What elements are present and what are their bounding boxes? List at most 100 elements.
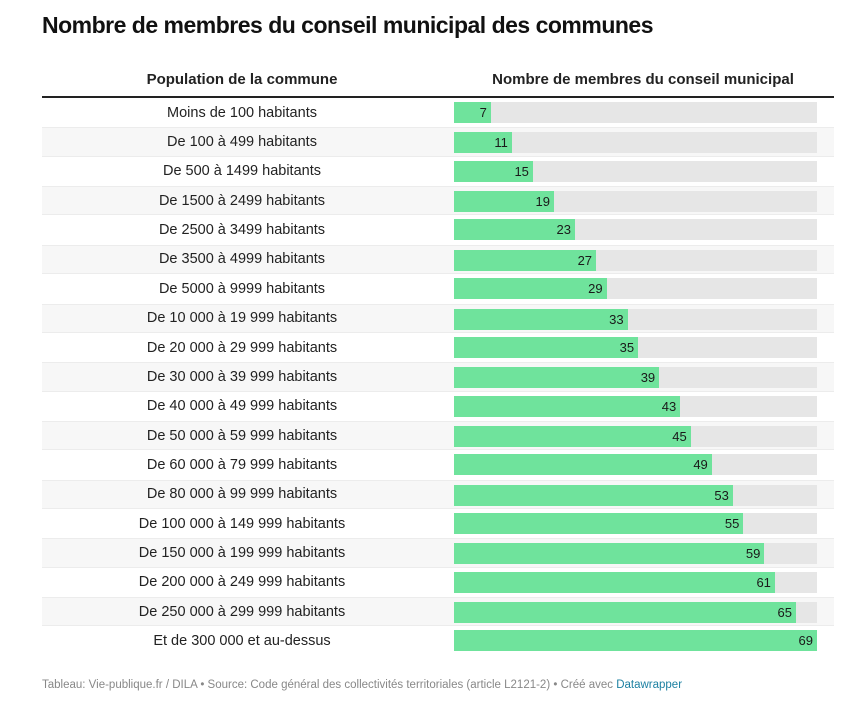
footer-credits: Tableau: Vie-publique.fr / DILA • Source…: [42, 679, 682, 691]
row-label: De 40 000 à 49 999 habitants: [146, 398, 338, 415]
bar-cell: 29: [442, 274, 834, 303]
bar-cell: 11: [442, 128, 834, 155]
bar-value-label: 65: [777, 605, 792, 621]
table-row: De 60 000 à 79 999 habitants 49: [42, 450, 834, 479]
row-label: De 80 000 à 99 999 habitants: [146, 486, 338, 503]
bar-value-label: 23: [556, 222, 571, 238]
bar: [454, 132, 512, 154]
bar-cell: 49: [442, 450, 834, 479]
bar-cell: 53: [442, 481, 834, 508]
bar: [454, 336, 639, 358]
bar: [454, 602, 796, 624]
row-label: De 20 000 à 29 999 habitants: [146, 339, 338, 356]
table-row: De 250 000 à 299 999 habitants 65: [42, 597, 834, 627]
bar-value-label: 53: [714, 487, 729, 503]
bar-cell: 55: [442, 509, 834, 538]
row-label: De 50 000 à 59 999 habitants: [146, 427, 338, 444]
table-row: Moins de 100 habitants 7: [42, 98, 834, 127]
bar: [454, 543, 765, 565]
row-label: Moins de 100 habitants: [167, 104, 317, 121]
row-label: De 250 000 à 299 999 habitants: [138, 603, 346, 620]
row-label: De 200 000 à 249 999 habitants: [138, 574, 346, 591]
bar-value-label: 69: [798, 633, 813, 649]
row-label: Et de 300 000 et au-dessus: [153, 633, 331, 650]
row-label: De 1500 à 2499 habitants: [158, 192, 326, 209]
table-row: De 500 à 1499 habitants 15: [42, 157, 834, 186]
bar-value-label: 49: [693, 457, 708, 473]
chart-title: Nombre de membres du conseil municipal d…: [42, 12, 654, 38]
bar-value-label: 61: [756, 574, 771, 590]
table-row: De 10 000 à 19 999 habitants 33: [42, 303, 834, 333]
row-label: De 5000 à 9999 habitants: [158, 280, 326, 297]
bar: [454, 454, 712, 476]
table-row: De 40 000 à 49 999 habitants 43: [42, 392, 834, 421]
row-label: De 10 000 à 19 999 habitants: [146, 310, 338, 327]
row-label: De 2500 à 3499 habitants: [158, 222, 326, 239]
column-header-members[interactable]: Nombre de membres du conseil municipal: [492, 70, 794, 88]
bar: [454, 219, 575, 241]
row-label: De 100 à 499 habitants: [167, 134, 317, 151]
table-row: De 30 000 à 39 999 habitants 39: [42, 362, 834, 392]
bar-cell: 61: [442, 568, 834, 597]
bar-cell: 69: [442, 626, 834, 655]
bar: [454, 249, 597, 271]
bar-cell: 45: [442, 422, 834, 449]
data-table: Population de la commune Nombre de membr…: [42, 62, 834, 656]
bar-value-label: 43: [661, 398, 677, 414]
bar-value-label: 33: [609, 311, 624, 327]
bar-value-label: 55: [724, 516, 740, 532]
table-row: De 3500 à 4999 habitants 27: [42, 244, 834, 275]
row-label: De 3500 à 4999 habitants: [158, 251, 326, 268]
bar-track: [454, 102, 817, 123]
table-row: De 80 000 à 99 999 habitants 53: [42, 479, 834, 510]
row-label: De 100 000 à 149 999 habitants: [138, 515, 346, 532]
row-label: De 150 000 à 199 999 habitants: [138, 545, 346, 562]
table-row: De 100 000 à 149 999 habitants 55: [42, 509, 834, 538]
bar-value-label: 27: [577, 252, 593, 268]
bar-value-label: 59: [745, 546, 761, 562]
table-row: De 100 à 499 habitants 11: [42, 127, 834, 157]
bar-cell: 59: [442, 539, 834, 566]
column-header-population[interactable]: Population de la commune: [146, 70, 338, 88]
table-row: De 150 000 à 199 999 habitants 59: [42, 538, 834, 568]
bar-cell: 65: [442, 598, 834, 625]
bar-value-label: 35: [619, 339, 635, 355]
bar: [454, 160, 533, 182]
table-header: Population de la commune Nombre de membr…: [42, 62, 834, 98]
bar: [454, 484, 733, 506]
bar: [454, 395, 681, 417]
row-label: De 30 000 à 39 999 habitants: [146, 368, 338, 385]
row-label: De 60 000 à 79 999 habitants: [146, 456, 338, 473]
bar: [454, 278, 607, 300]
footer-source-text: Tableau: Vie-publique.fr / DILA • Source…: [42, 679, 617, 691]
bar-cell: 43: [442, 392, 834, 421]
bar-value-label: 11: [494, 135, 508, 151]
bar-cell: 7: [442, 98, 834, 127]
table-body: Moins de 100 habitants 7 De 100 à 499 habi…: [42, 98, 834, 656]
table-row: De 5000 à 9999 habitants 29: [42, 274, 834, 303]
bar: [454, 630, 817, 652]
table-row: De 20 000 à 29 999 habitants 35: [42, 333, 834, 362]
bar-cell: 23: [442, 215, 834, 244]
bar-track: [454, 132, 817, 154]
bar: [454, 571, 775, 593]
row-label: De 500 à 1499 habitants: [162, 163, 321, 180]
bar-cell: 15: [442, 157, 834, 186]
table-row: De 2500 à 3499 habitants 23: [42, 215, 834, 244]
bar-cell: 33: [442, 305, 834, 332]
bar-value-label: 39: [640, 370, 656, 386]
datawrapper-link[interactable]: Datawrapper: [616, 679, 683, 691]
bar: [454, 308, 628, 330]
bar-cell: 27: [442, 246, 834, 273]
bar-track: [454, 160, 817, 182]
bar-value-label: 19: [535, 194, 550, 210]
bar: [454, 191, 554, 213]
table-row: De 1500 à 2499 habitants 19: [42, 186, 834, 216]
bar-cell: 19: [442, 187, 834, 214]
bar-value-label: 15: [514, 163, 529, 179]
table-row: De 50 000 à 59 999 habitants 45: [42, 420, 834, 451]
table-row: De 200 000 à 249 999 habitants 61: [42, 568, 834, 597]
bar-value-label: 29: [588, 281, 603, 297]
bar-value-label: 45: [672, 428, 687, 444]
bar-cell: 39: [442, 363, 834, 390]
